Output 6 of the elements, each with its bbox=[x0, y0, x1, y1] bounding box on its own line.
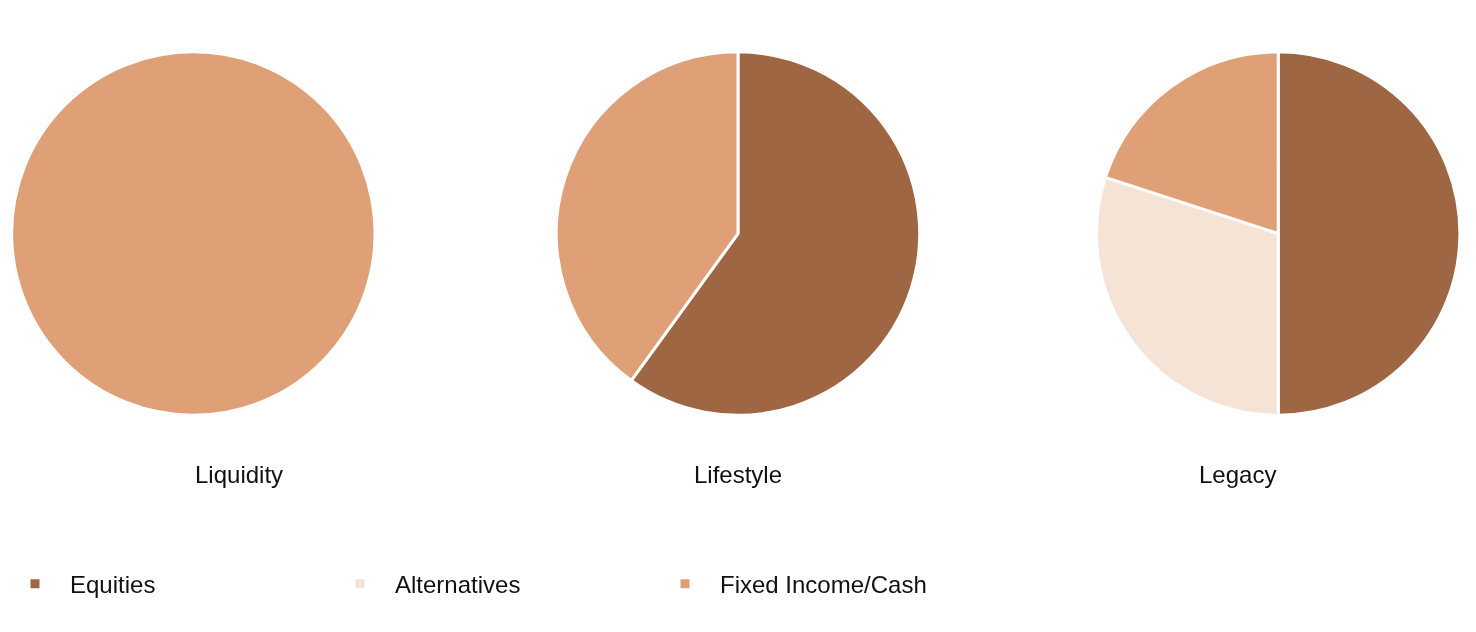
text: Legacy bbox=[1199, 461, 1277, 488]
legend-label: Equities bbox=[70, 571, 156, 599]
legend-label: Fixed Income/Cash bbox=[720, 571, 927, 599]
text: Lifestyle bbox=[694, 461, 783, 488]
text: Liquidity bbox=[195, 461, 284, 488]
legend-label: Alternatives bbox=[395, 571, 521, 599]
